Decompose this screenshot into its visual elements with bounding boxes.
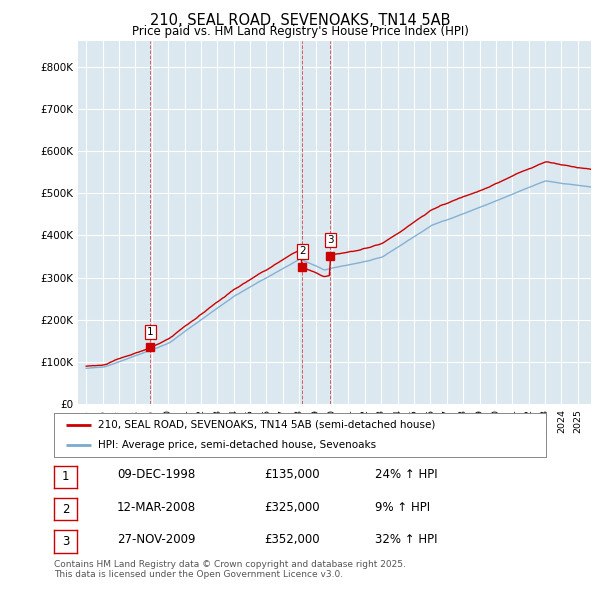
Text: 210, SEAL ROAD, SEVENOAKS, TN14 5AB (semi-detached house): 210, SEAL ROAD, SEVENOAKS, TN14 5AB (sem…	[98, 420, 436, 430]
Text: 210, SEAL ROAD, SEVENOAKS, TN14 5AB: 210, SEAL ROAD, SEVENOAKS, TN14 5AB	[150, 13, 450, 28]
Text: Price paid vs. HM Land Registry's House Price Index (HPI): Price paid vs. HM Land Registry's House …	[131, 25, 469, 38]
Text: 27-NOV-2009: 27-NOV-2009	[117, 533, 196, 546]
Text: 09-DEC-1998: 09-DEC-1998	[117, 468, 195, 481]
Text: 1: 1	[62, 470, 69, 483]
Text: 2: 2	[299, 247, 305, 257]
Text: Contains HM Land Registry data © Crown copyright and database right 2025.
This d: Contains HM Land Registry data © Crown c…	[54, 560, 406, 579]
Text: HPI: Average price, semi-detached house, Sevenoaks: HPI: Average price, semi-detached house,…	[98, 440, 376, 450]
Text: 32% ↑ HPI: 32% ↑ HPI	[375, 533, 437, 546]
Text: £352,000: £352,000	[264, 533, 320, 546]
Text: £135,000: £135,000	[264, 468, 320, 481]
Text: 3: 3	[62, 535, 69, 548]
Text: 3: 3	[327, 235, 334, 245]
Text: 9% ↑ HPI: 9% ↑ HPI	[375, 501, 430, 514]
Text: 2: 2	[62, 503, 69, 516]
Text: £325,000: £325,000	[264, 501, 320, 514]
Text: 1: 1	[147, 327, 154, 337]
Text: 12-MAR-2008: 12-MAR-2008	[117, 501, 196, 514]
Text: 24% ↑ HPI: 24% ↑ HPI	[375, 468, 437, 481]
